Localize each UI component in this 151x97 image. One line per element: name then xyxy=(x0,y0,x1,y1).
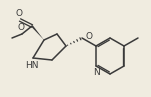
Text: O: O xyxy=(18,23,24,32)
Text: N: N xyxy=(94,68,100,77)
Polygon shape xyxy=(31,25,44,40)
Text: O: O xyxy=(85,32,92,41)
Text: O: O xyxy=(16,10,22,19)
Text: HN: HN xyxy=(25,61,39,70)
